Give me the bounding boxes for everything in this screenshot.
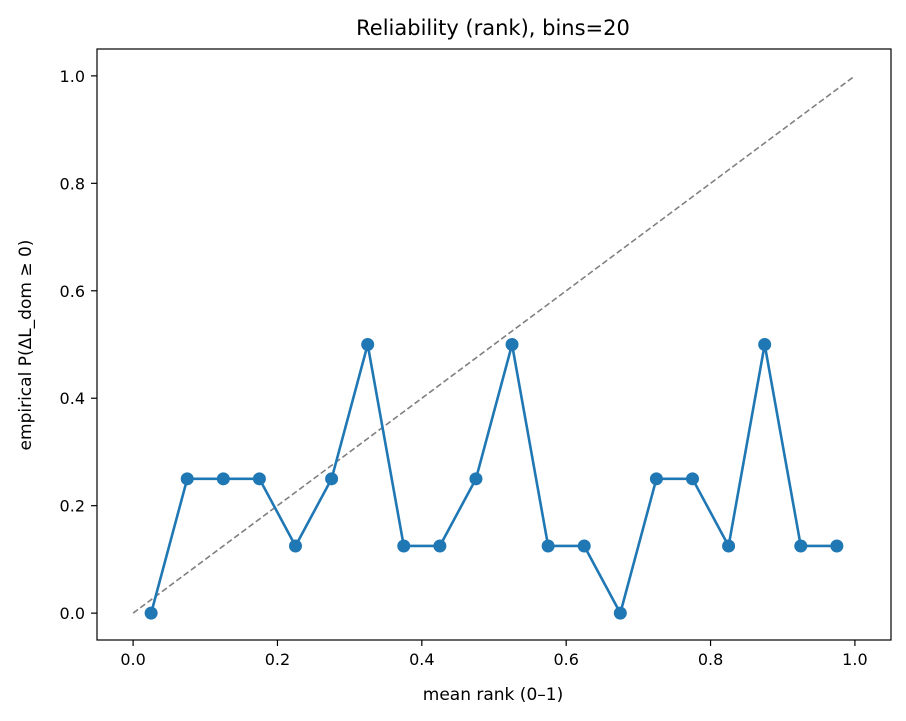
x-tick-label: 1.0 <box>842 650 867 669</box>
y-tick-label: 0.0 <box>60 604 85 623</box>
x-tick-label: 0.8 <box>698 650 723 669</box>
chart-title: Reliability (rank), bins=20 <box>356 16 630 40</box>
y-tick-label: 0.8 <box>60 174 85 193</box>
y-tick-label: 0.6 <box>60 282 85 301</box>
y-axis-label: empirical P(ΔL_dom ≥ 0) <box>16 240 36 451</box>
data-point <box>252 472 266 486</box>
data-point <box>397 539 411 553</box>
data-point <box>830 539 844 553</box>
reference-diagonal-line <box>132 75 856 614</box>
x-tick-label: 0.6 <box>553 650 578 669</box>
data-point <box>180 472 194 486</box>
data-point <box>144 606 158 620</box>
data-point <box>289 539 302 553</box>
data-point <box>649 472 663 486</box>
data-point <box>505 338 519 351</box>
x-axis-label: mean rank (0–1) <box>423 685 563 705</box>
data-point <box>794 539 808 553</box>
y-tick-label: 1.0 <box>60 67 85 86</box>
data-point <box>541 539 555 553</box>
plot-frame <box>96 48 892 641</box>
x-tick-label: 0.0 <box>120 650 145 669</box>
data-point <box>577 539 591 553</box>
data-point <box>433 539 447 553</box>
data-point <box>469 472 483 486</box>
x-tick-label: 0.4 <box>409 650 434 669</box>
y-tick-label: 0.2 <box>60 497 85 516</box>
data-point <box>722 539 736 553</box>
data-point <box>216 472 230 486</box>
data-point <box>361 338 375 351</box>
x-tick-label: 0.2 <box>265 650 290 669</box>
data-point <box>613 606 627 620</box>
data-point <box>325 472 339 486</box>
series-line <box>149 343 837 615</box>
plot-area: 0.0 0.2 0.4 0.6 0.8 1.0 0.0 0.2 0.4 0.6 0.8 1.0 <box>60 48 892 669</box>
y-tick-label: 0.4 <box>60 389 85 408</box>
data-point <box>686 472 699 486</box>
data-point <box>758 338 772 351</box>
